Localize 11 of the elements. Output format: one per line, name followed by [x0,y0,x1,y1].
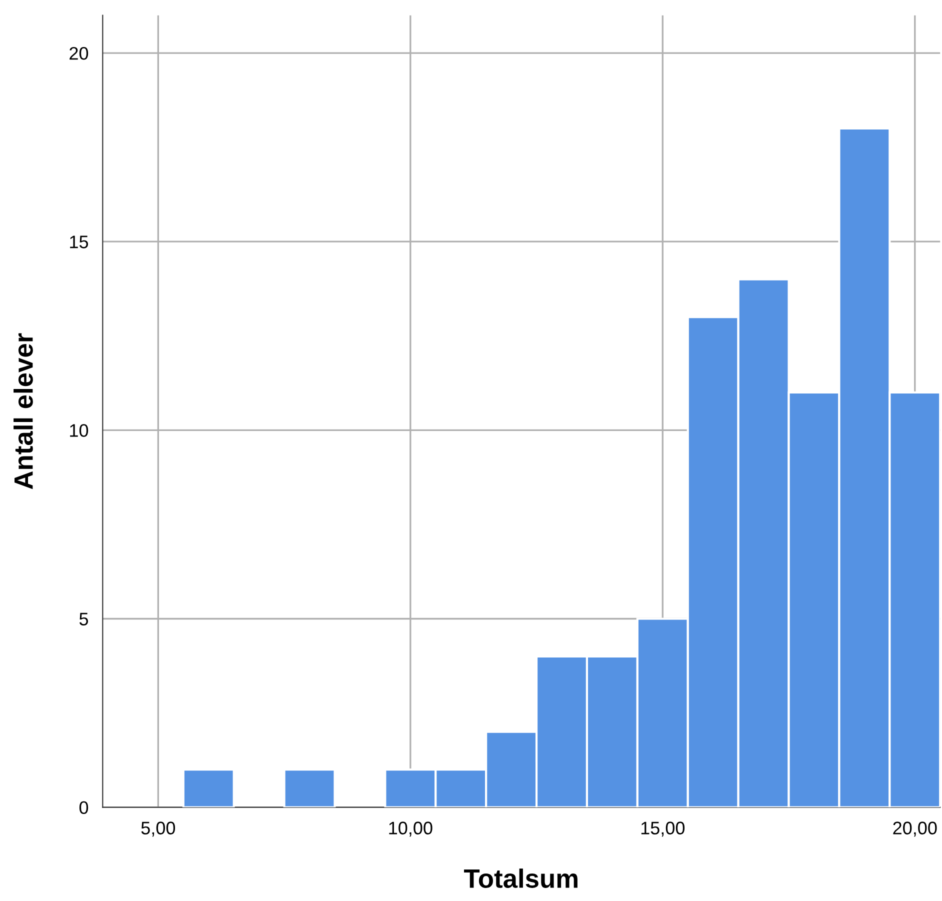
y-tick-label: 5 [79,612,88,626]
x-tick-label: 5,00 [141,822,176,837]
x-tick-label: 10,00 [389,822,432,837]
y-tick-label: 0 [79,801,88,814]
y-tick-label: 20 [70,46,88,60]
y-tick-label: 15 [70,236,88,248]
y-axis-title: Antall elever [14,333,33,490]
y-tick-label: 10 [70,424,88,437]
x-tick-label: 15,00 [641,822,685,837]
x-tick-label: 20,00 [893,822,937,837]
x-axis-title: Totalsum [464,868,578,888]
